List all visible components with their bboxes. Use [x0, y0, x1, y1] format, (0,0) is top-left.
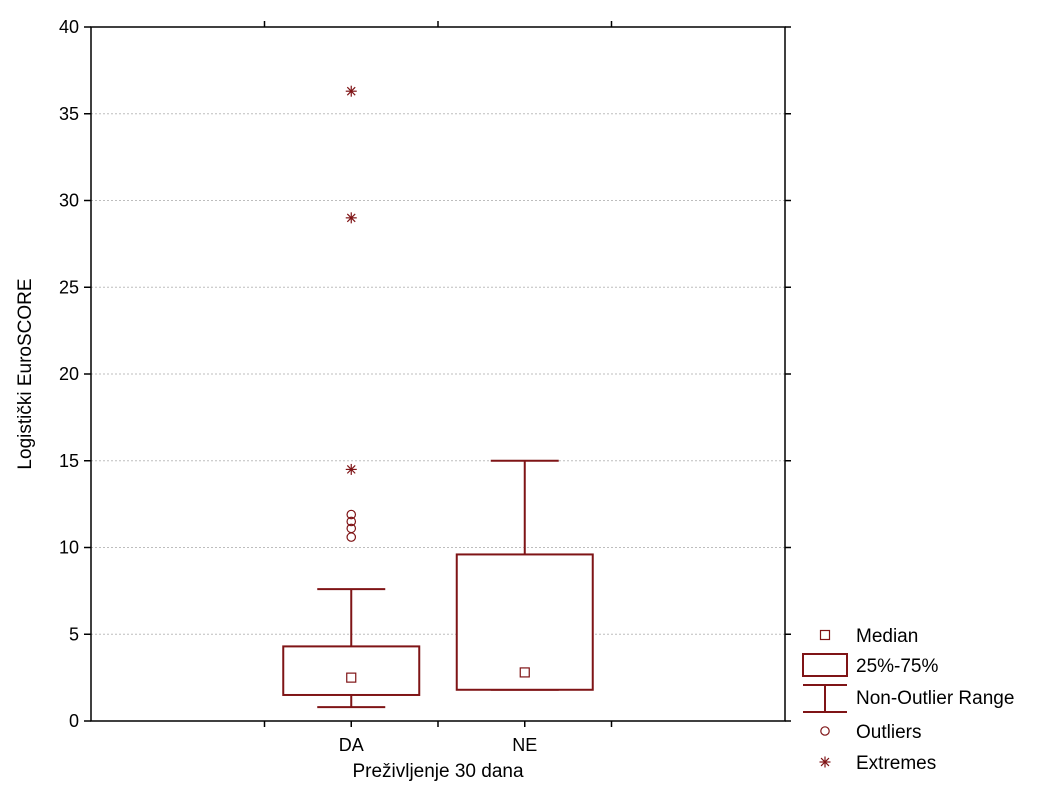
- iqr-box: [455, 553, 594, 691]
- outlier-point: [346, 523, 357, 534]
- extreme-point: [345, 463, 357, 475]
- outlier-point: [346, 509, 357, 520]
- legend-label: Non-Outlier Range: [856, 688, 1014, 709]
- legend-item-outlier: Outliers: [820, 722, 921, 743]
- legend-label: Median: [856, 626, 918, 647]
- iqr-box: [282, 645, 421, 696]
- grid-lines: [91, 113, 785, 635]
- legend-outlier-icon: [820, 726, 830, 736]
- y-axis-title: Logistički EuroSCORE: [15, 278, 36, 469]
- legend-label: Extremes: [856, 753, 936, 774]
- x-axis-title: Preživljenje 30 dana: [352, 761, 524, 782]
- legend-item-median: Median: [819, 626, 918, 647]
- legend-item-extreme: Extremes: [819, 753, 936, 774]
- legend-item-whisker: Non-Outlier Range: [803, 684, 1014, 713]
- y-tick-label: 5: [69, 624, 79, 644]
- y-tick-label: 15: [59, 451, 79, 471]
- legend-median-icon: [819, 629, 831, 641]
- legend-extreme-icon: [819, 756, 831, 768]
- outlier-point: [346, 532, 357, 542]
- outlier-point: [346, 516, 357, 527]
- legend-item-box: 25%-75%: [802, 653, 938, 677]
- median-marker: [346, 672, 357, 683]
- y-tick-label: 40: [59, 17, 79, 37]
- legend-label: 25%-75%: [856, 656, 938, 677]
- box-series: [282, 85, 594, 709]
- y-tick-label: 25: [59, 277, 79, 297]
- extreme-point: [345, 85, 357, 97]
- legend-whisker-icon: [803, 684, 847, 713]
- box-ne: [455, 459, 594, 691]
- axis-ticks: 0 5 10 15 20 25 30 35 40 DA NE: [59, 17, 791, 755]
- legend: Median 25%-75% Non-Outlier Range Outliers Ex…: [802, 626, 1014, 774]
- y-tick-label: 20: [59, 364, 79, 384]
- median-marker: [519, 667, 530, 678]
- legend-label: Outliers: [856, 722, 921, 743]
- x-tick-label: DA: [339, 735, 364, 755]
- legend-box-icon: [802, 653, 848, 677]
- y-tick-label: 30: [59, 191, 79, 211]
- y-tick-label: 0: [69, 711, 79, 731]
- y-tick-label: 10: [59, 538, 79, 558]
- extreme-point: [345, 212, 357, 224]
- x-tick-label: NE: [512, 735, 537, 755]
- box-da: [282, 85, 421, 709]
- y-tick-label: 35: [59, 104, 79, 124]
